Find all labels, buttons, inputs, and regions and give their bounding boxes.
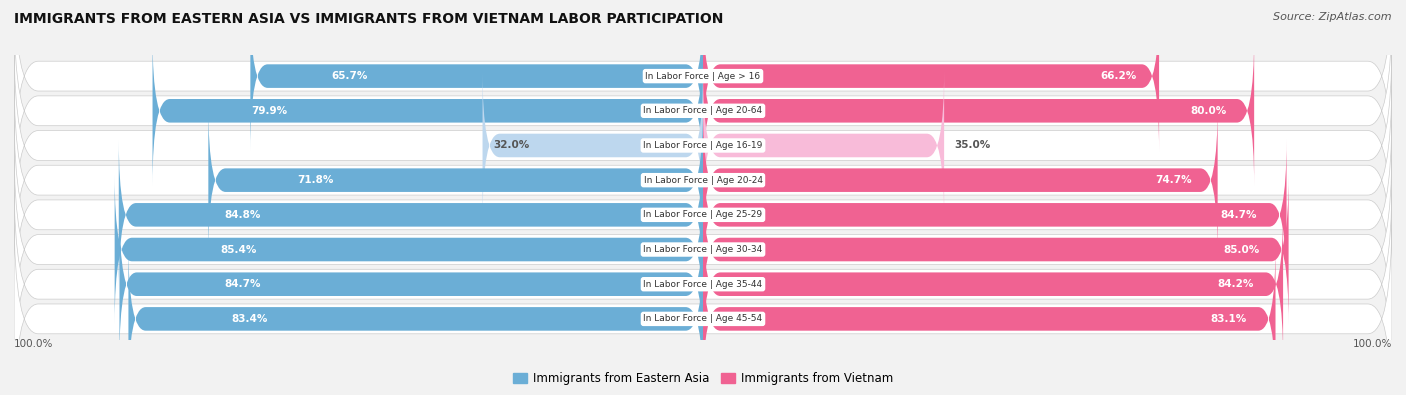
FancyBboxPatch shape: [703, 105, 1218, 255]
Text: 84.7%: 84.7%: [225, 279, 262, 289]
Text: IMMIGRANTS FROM EASTERN ASIA VS IMMIGRANTS FROM VIETNAM LABOR PARTICIPATION: IMMIGRANTS FROM EASTERN ASIA VS IMMIGRAN…: [14, 12, 724, 26]
FancyBboxPatch shape: [14, 0, 1392, 182]
Text: In Labor Force | Age 16-19: In Labor Force | Age 16-19: [644, 141, 762, 150]
FancyBboxPatch shape: [14, 143, 1392, 356]
Text: 84.2%: 84.2%: [1218, 279, 1254, 289]
FancyBboxPatch shape: [208, 105, 703, 255]
Text: 100.0%: 100.0%: [14, 339, 53, 349]
FancyBboxPatch shape: [152, 36, 703, 186]
FancyBboxPatch shape: [14, 74, 1392, 287]
FancyBboxPatch shape: [128, 244, 703, 394]
FancyBboxPatch shape: [703, 1, 1159, 151]
Text: 85.4%: 85.4%: [221, 245, 257, 254]
FancyBboxPatch shape: [118, 140, 703, 290]
Text: 32.0%: 32.0%: [494, 141, 529, 150]
FancyBboxPatch shape: [120, 209, 703, 359]
Text: 74.7%: 74.7%: [1156, 175, 1192, 185]
FancyBboxPatch shape: [703, 36, 1254, 186]
Text: 83.1%: 83.1%: [1211, 314, 1247, 324]
Text: 80.0%: 80.0%: [1191, 106, 1226, 116]
FancyBboxPatch shape: [703, 175, 1289, 324]
FancyBboxPatch shape: [482, 71, 703, 220]
Text: Source: ZipAtlas.com: Source: ZipAtlas.com: [1274, 12, 1392, 22]
Text: 100.0%: 100.0%: [1353, 339, 1392, 349]
FancyBboxPatch shape: [14, 39, 1392, 252]
Text: In Labor Force | Age > 16: In Labor Force | Age > 16: [645, 71, 761, 81]
Text: 65.7%: 65.7%: [332, 71, 368, 81]
FancyBboxPatch shape: [703, 244, 1275, 394]
FancyBboxPatch shape: [703, 209, 1284, 359]
Text: 66.2%: 66.2%: [1099, 71, 1136, 81]
FancyBboxPatch shape: [703, 71, 945, 220]
Text: In Labor Force | Age 30-34: In Labor Force | Age 30-34: [644, 245, 762, 254]
FancyBboxPatch shape: [14, 178, 1392, 391]
Legend: Immigrants from Eastern Asia, Immigrants from Vietnam: Immigrants from Eastern Asia, Immigrants…: [513, 372, 893, 385]
FancyBboxPatch shape: [14, 213, 1392, 395]
FancyBboxPatch shape: [14, 108, 1392, 321]
FancyBboxPatch shape: [115, 175, 703, 324]
Text: In Labor Force | Age 25-29: In Labor Force | Age 25-29: [644, 211, 762, 219]
Text: In Labor Force | Age 20-24: In Labor Force | Age 20-24: [644, 176, 762, 184]
Text: 85.0%: 85.0%: [1223, 245, 1260, 254]
Text: In Labor Force | Age 45-54: In Labor Force | Age 45-54: [644, 314, 762, 324]
FancyBboxPatch shape: [14, 4, 1392, 217]
Text: In Labor Force | Age 35-44: In Labor Force | Age 35-44: [644, 280, 762, 289]
Text: 84.8%: 84.8%: [224, 210, 260, 220]
Text: 84.7%: 84.7%: [1220, 210, 1257, 220]
FancyBboxPatch shape: [250, 1, 703, 151]
Text: 79.9%: 79.9%: [252, 106, 288, 116]
Text: 83.4%: 83.4%: [232, 314, 269, 324]
Text: 71.8%: 71.8%: [298, 175, 333, 185]
FancyBboxPatch shape: [703, 140, 1286, 290]
Text: 35.0%: 35.0%: [955, 141, 991, 150]
Text: In Labor Force | Age 20-64: In Labor Force | Age 20-64: [644, 106, 762, 115]
